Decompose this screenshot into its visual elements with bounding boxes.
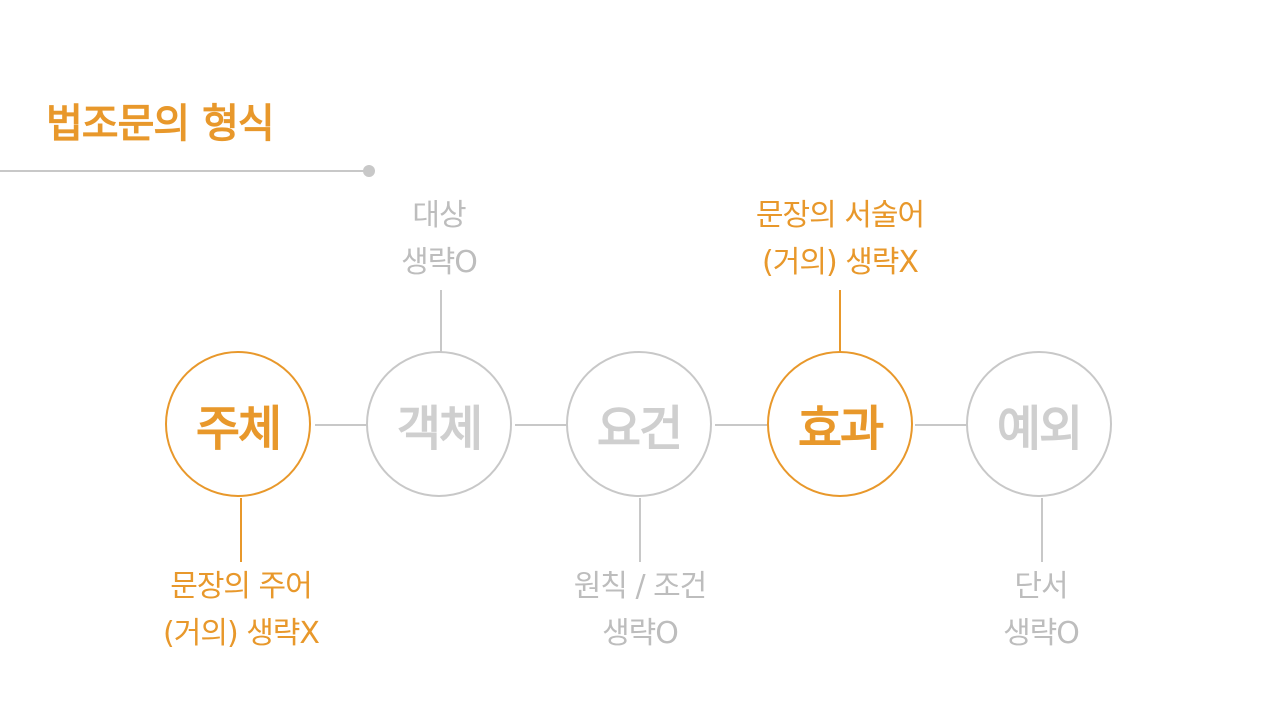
node-label: 객체 <box>396 401 483 457</box>
caption-line: 단서 <box>1014 569 1068 604</box>
leader-line-1 <box>240 498 242 562</box>
caption-requirement: 원칙 / 조건 생략O <box>510 563 770 657</box>
connector-4-5 <box>915 424 967 426</box>
connector-1-2 <box>315 424 367 426</box>
leader-line-4 <box>839 290 841 352</box>
node-requirement: 요건 <box>566 351 712 497</box>
node-effect: 효과 <box>767 351 913 497</box>
title-underline-dot <box>363 165 375 177</box>
caption-line: 원칙 / 조건 <box>573 569 708 604</box>
caption-effect: 문장의 서술어 (거의) 생략X <box>710 192 970 286</box>
leader-line-5 <box>1041 498 1043 562</box>
connector-2-3 <box>515 424 567 426</box>
node-label: 요건 <box>596 401 683 457</box>
title-underline <box>0 170 370 172</box>
node-object: 객체 <box>366 351 512 497</box>
caption-line: (거의) 생략X <box>163 616 320 651</box>
caption-subject: 문장의 주어 (거의) 생략X <box>111 563 371 657</box>
caption-line: 생략O <box>602 616 679 651</box>
caption-line: 대상 <box>412 198 466 233</box>
node-label: 효과 <box>797 401 884 457</box>
node-label: 주체 <box>195 401 282 457</box>
caption-line: (거의) 생략X <box>762 245 919 280</box>
leader-line-2 <box>440 290 442 352</box>
caption-line: 생략O <box>401 245 478 280</box>
caption-line: 문장의 주어 <box>170 569 313 604</box>
node-label: 예외 <box>996 401 1083 457</box>
node-exception: 예외 <box>966 351 1112 497</box>
connector-3-4 <box>715 424 767 426</box>
slide-title: 법조문의 형식 <box>46 101 275 147</box>
leader-line-3 <box>639 498 641 562</box>
caption-object: 대상 생략O <box>309 192 569 286</box>
node-subject: 주체 <box>165 351 311 497</box>
caption-line: 생략O <box>1003 616 1080 651</box>
caption-exception: 단서 생략O <box>911 563 1171 657</box>
caption-line: 문장의 서술어 <box>755 198 925 233</box>
